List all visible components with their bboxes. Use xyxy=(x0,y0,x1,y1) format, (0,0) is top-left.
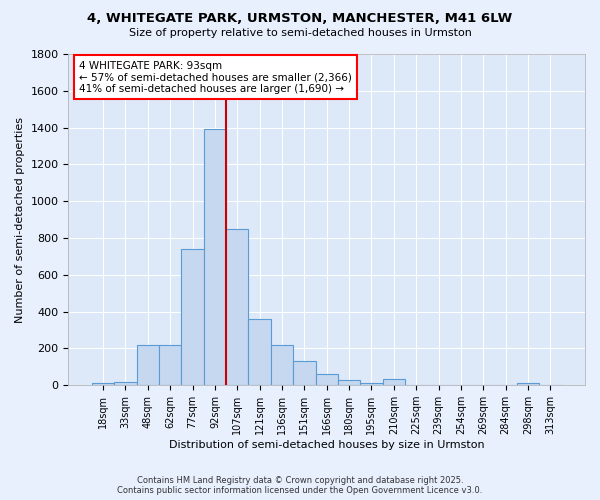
Bar xyxy=(360,384,383,385)
Bar xyxy=(204,130,226,385)
Bar xyxy=(316,374,338,385)
Bar xyxy=(181,249,204,385)
Y-axis label: Number of semi-detached properties: Number of semi-detached properties xyxy=(15,116,25,322)
Bar xyxy=(92,384,114,385)
Bar xyxy=(293,362,316,385)
Bar xyxy=(226,229,248,385)
Bar xyxy=(114,382,137,385)
Text: Contains HM Land Registry data © Crown copyright and database right 2025.
Contai: Contains HM Land Registry data © Crown c… xyxy=(118,476,482,495)
Bar xyxy=(383,379,405,385)
Bar xyxy=(248,319,271,385)
Text: 4, WHITEGATE PARK, URMSTON, MANCHESTER, M41 6LW: 4, WHITEGATE PARK, URMSTON, MANCHESTER, … xyxy=(88,12,512,26)
Text: 4 WHITEGATE PARK: 93sqm
← 57% of semi-detached houses are smaller (2,366)
41% of: 4 WHITEGATE PARK: 93sqm ← 57% of semi-de… xyxy=(79,60,352,94)
X-axis label: Distribution of semi-detached houses by size in Urmston: Distribution of semi-detached houses by … xyxy=(169,440,485,450)
Text: Size of property relative to semi-detached houses in Urmston: Size of property relative to semi-detach… xyxy=(128,28,472,38)
Bar xyxy=(338,380,360,385)
Bar xyxy=(137,344,159,385)
Bar xyxy=(271,344,293,385)
Bar xyxy=(159,344,181,385)
Bar xyxy=(517,384,539,385)
